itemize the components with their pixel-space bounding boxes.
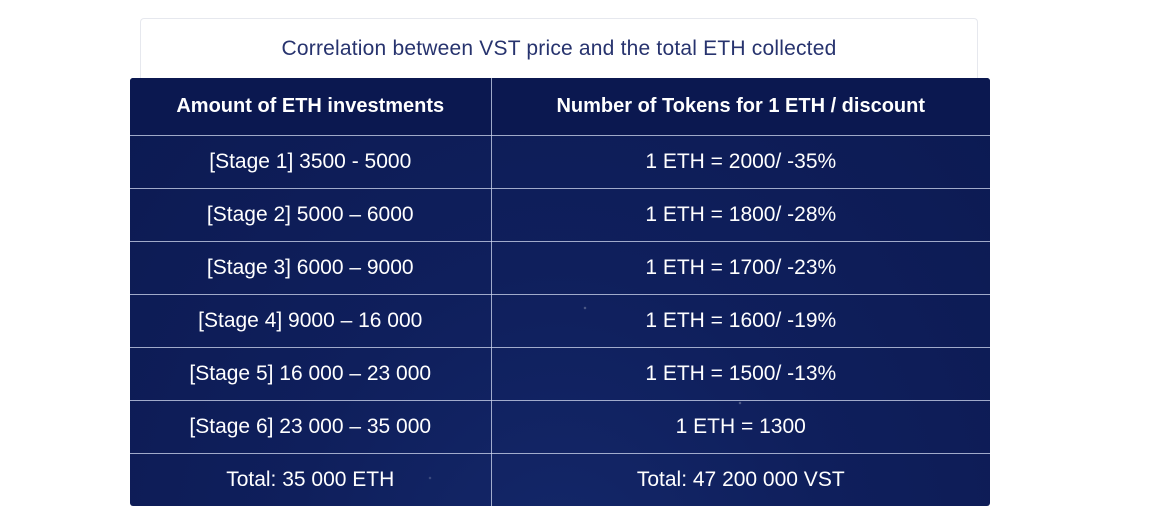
cell-total-eth: Total: 35 000 ETH (130, 453, 492, 506)
cell-tokens: 1 ETH = 2000/ -35% (491, 135, 990, 189)
cell-amount: [Stage 4] 9000 – 16 000 (130, 294, 492, 348)
cell-total-vst: Total: 47 200 000 VST (636, 468, 845, 491)
token-price-table-container: Amount of ETH investments Number of Toke… (130, 78, 990, 506)
table-row-stage-2: [Stage 2] 5000 – 6000 1 ETH = 1800/ -28% (130, 188, 990, 242)
header-eth-amount: Amount of ETH investments (130, 78, 492, 136)
table-header-row: Amount of ETH investments Number of Toke… (130, 78, 990, 136)
header-tokens-discount: Number of Tokens for 1 ETH / discount (491, 78, 990, 136)
cell-amount: [Stage 6] 23 000 – 35 000 (130, 400, 492, 454)
table-row-stage-4: [Stage 4] 9000 – 16 000 1 ETH = 1600/ -1… (130, 294, 990, 348)
table-row-stage-6: [Stage 6] 23 000 – 35 000 1 ETH = 1300 (130, 400, 990, 454)
table-caption: Correlation between VST price and the to… (281, 37, 837, 60)
caption-card: Correlation between VST price and the to… (140, 18, 978, 80)
table-row-stage-3: [Stage 3] 6000 – 9000 1 ETH = 1700/ -23% (130, 241, 990, 295)
token-price-table: Amount of ETH investments Number of Toke… (130, 78, 990, 506)
cell-tokens: 1 ETH = 1300 (491, 400, 990, 454)
cell-amount: [Stage 2] 5000 – 6000 (130, 188, 492, 242)
table-row-stage-1: [Stage 1] 3500 - 5000 1 ETH = 2000/ -35% (130, 135, 990, 189)
cell-amount: [Stage 3] 6000 – 9000 (130, 241, 492, 295)
cell-tokens: 1 ETH = 1800/ -28% (491, 188, 990, 242)
cell-tokens: 1 ETH = 1500/ -13% (491, 347, 990, 401)
cell-amount: [Stage 5] 16 000 – 23 000 (130, 347, 492, 401)
table-row-total: Total: 35 000 ETH Total: 47 200 000 VST (130, 453, 990, 506)
cell-tokens: 1 ETH = 1700/ -23% (491, 241, 990, 295)
table-row-stage-5: [Stage 5] 16 000 – 23 000 1 ETH = 1500/ … (130, 347, 990, 401)
cell-amount: [Stage 1] 3500 - 5000 (130, 135, 492, 189)
cell-tokens: 1 ETH = 1600/ -19% (491, 294, 990, 348)
